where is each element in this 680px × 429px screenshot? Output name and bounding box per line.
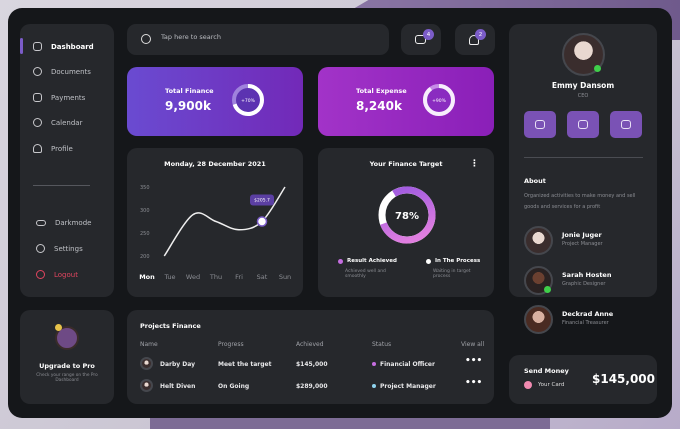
svg-text:+90%: +90% [432, 98, 446, 104]
tooltip-label: $205.7 [254, 198, 270, 204]
file-icon [621, 120, 631, 129]
document-button[interactable] [610, 111, 642, 138]
more-options-icon[interactable]: ⋮ [470, 159, 479, 169]
highlight-point[interactable] [256, 216, 268, 227]
total-finance-card: Total Finance 9,900k +70% [127, 67, 303, 136]
bell-icon [469, 35, 479, 45]
avatar [524, 226, 553, 255]
sidebar: Dashboard Documents Payments Calendar Pr… [20, 24, 114, 297]
x-tick-label[interactable]: Wed [186, 273, 200, 281]
search-icon [141, 34, 151, 44]
finance-ring: +70% [232, 84, 264, 116]
status-dot [372, 362, 376, 366]
sidebar-item-profile[interactable]: Profile [33, 144, 73, 153]
x-tick-label[interactable]: Fri [235, 273, 243, 281]
home-icon [33, 42, 42, 51]
expense-ring: +90% [423, 84, 455, 116]
document-icon [33, 67, 42, 76]
sidebar-item-dashboard[interactable]: Dashboard [33, 42, 94, 51]
notification-badge: 2 [475, 29, 486, 40]
sidebar-item-payments[interactable]: Payments [33, 93, 85, 102]
profile-card: Emmy Dansom CEO About Organized activiti… [509, 24, 657, 297]
avatar [140, 379, 153, 392]
target-donut: 78% [378, 186, 436, 244]
search-input[interactable] [161, 33, 361, 41]
divider [524, 157, 643, 158]
star-icon [55, 324, 62, 331]
chart-title: Monday, 28 December 2021 [164, 160, 266, 168]
finance-target-card: Your Finance Target ⋮ 78% Result Achieve… [318, 148, 494, 297]
sidebar-item-calendar[interactable]: Calendar [33, 118, 82, 127]
row-menu-button[interactable]: ••• [465, 356, 483, 366]
status-dot [372, 384, 376, 388]
mail-badge: 4 [423, 29, 434, 40]
online-indicator [544, 286, 551, 293]
chart-icon [578, 120, 588, 129]
svg-text:78%: 78% [395, 211, 419, 222]
mail-button[interactable]: 4 [401, 24, 441, 55]
x-tick-label[interactable]: Sat [257, 273, 268, 281]
avatar [524, 305, 553, 334]
online-indicator [594, 65, 601, 72]
y-tick-label: 200 [140, 254, 150, 260]
notification-button[interactable]: 2 [455, 24, 495, 55]
x-tick-label[interactable]: Thu [209, 273, 222, 281]
legend-in-process: In The Process [426, 258, 480, 264]
send-money-card[interactable]: Send Money Your Card $145,000 [509, 355, 657, 404]
sidebar-item-settings[interactable]: Settings [36, 244, 83, 253]
toggle-icon [36, 220, 46, 226]
y-tick-label: 300 [140, 208, 150, 214]
rocket-icon [55, 326, 79, 350]
row-menu-button[interactable]: ••• [465, 378, 483, 388]
avatar [140, 357, 153, 370]
logout-button[interactable]: Logout [36, 270, 78, 279]
upgrade-card[interactable]: Upgrade to Pro Check your range on the P… [20, 310, 114, 404]
x-tick-label[interactable]: Tue [163, 273, 175, 281]
y-tick-label: 250 [140, 231, 150, 237]
legend-achieved: Result Achieved [338, 258, 397, 264]
team-button[interactable] [524, 111, 556, 138]
projects-finance-card: Projects Finance Name Progress Achieved … [127, 310, 494, 404]
card-icon [33, 93, 42, 102]
gear-icon [36, 244, 45, 253]
weekly-chart-card: Monday, 28 December 2021 350 300 250 200 Mon… [127, 148, 303, 297]
logout-icon [36, 270, 45, 279]
sidebar-item-documents[interactable]: Documents [33, 67, 91, 76]
calendar-icon [33, 118, 42, 127]
svg-text:+70%: +70% [241, 98, 255, 104]
user-icon [33, 144, 42, 153]
tooltip [250, 194, 274, 206]
darkmode-toggle[interactable]: Darkmode [36, 219, 91, 227]
divider [33, 185, 90, 186]
line-chart: 350 300 250 200 Mon Tue Wed Thu Fri Sat Sun $205.7 [139, 185, 291, 281]
x-tick-label[interactable]: Mon [139, 273, 155, 281]
users-icon [535, 120, 545, 129]
x-tick-label[interactable]: Sun [279, 273, 291, 281]
analytics-button[interactable] [567, 111, 599, 138]
y-tick-label: 350 [140, 185, 150, 191]
active-indicator [20, 38, 23, 54]
total-expense-card: Total Expense 8,240k +90% [318, 67, 494, 136]
card-icon [524, 381, 532, 389]
view-all-link[interactable]: View all [461, 341, 485, 348]
search-bar[interactable] [127, 24, 389, 55]
